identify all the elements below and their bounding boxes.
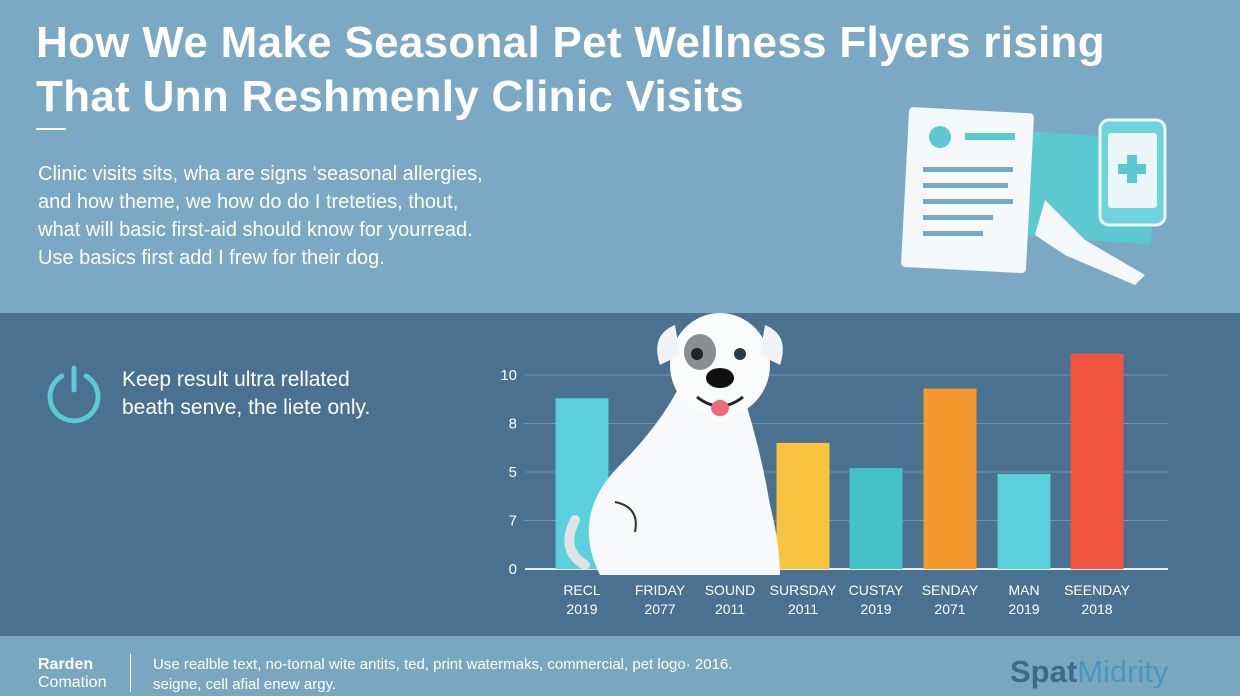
intro-line: Clinic visits sits, wha are signs ‘seaso… bbox=[38, 163, 483, 185]
bar bbox=[997, 473, 1051, 569]
x-tick-label: 2011 bbox=[715, 601, 745, 617]
intro-line: Use basics first add I frew for their do… bbox=[38, 247, 385, 269]
logo-bold: Spat bbox=[1010, 654, 1078, 689]
y-tick-label: 7 bbox=[509, 513, 517, 530]
brand-line: Comation bbox=[38, 674, 107, 691]
tip-line: Keep result ultra rellated bbox=[122, 368, 350, 391]
x-tick-label: SURSDAY bbox=[770, 582, 837, 598]
x-tick-label: 2019 bbox=[1008, 601, 1039, 617]
bar bbox=[1070, 353, 1124, 569]
power-icon bbox=[47, 365, 101, 424]
intro-line: and how theme, we how do do I treteties,… bbox=[38, 191, 459, 213]
y-tick-label: 5 bbox=[509, 464, 517, 481]
brand-name: Rarden Comation bbox=[38, 656, 106, 692]
logo-light: Midrity bbox=[1077, 654, 1169, 689]
x-tick-label: SOUND bbox=[705, 582, 756, 598]
footer-text: Use realble text, no-tornal wite antits,… bbox=[153, 655, 732, 695]
y-tick-label: 10 bbox=[500, 367, 517, 384]
brand-line: Rarden bbox=[38, 656, 94, 673]
bar bbox=[776, 442, 830, 569]
bar-chart: 0 7 5 8 10 RECL 2019 FRIDAY 2077 SOUND 2011 SURSDAY… bbox=[500, 313, 1168, 617]
y-tick-label: 8 bbox=[509, 416, 517, 433]
page-title: How We Make Seasonal Pet Wellness Flyers… bbox=[36, 16, 1105, 124]
flyer-illustration bbox=[901, 107, 1167, 285]
dog-illustration bbox=[564, 313, 783, 575]
x-tick-label: 2011 bbox=[788, 601, 818, 617]
x-tick-label: 2077 bbox=[644, 601, 675, 617]
bar bbox=[923, 388, 977, 569]
x-tick-label: 2071 bbox=[934, 601, 965, 617]
divider bbox=[130, 654, 131, 692]
tip-line: beath senve, the liete only. bbox=[122, 396, 371, 419]
x-tick-label: MAN bbox=[1008, 582, 1039, 598]
intro-line: what will basic first-aid should know fo… bbox=[38, 219, 473, 241]
y-tick-label: 0 bbox=[509, 561, 517, 578]
x-tick-label: SEENDAY bbox=[1064, 582, 1131, 598]
footer-line: Use realble text, no-tornal wite antits,… bbox=[153, 656, 733, 673]
x-tick-label: 2019 bbox=[566, 601, 597, 617]
x-tick-label: 2019 bbox=[860, 601, 891, 617]
logo: SpatMidrity bbox=[1010, 654, 1168, 690]
footer bbox=[0, 636, 1240, 696]
bar bbox=[849, 468, 903, 569]
x-tick-label: 2018 bbox=[1081, 601, 1112, 617]
x-tick-label: CUSTAY bbox=[849, 582, 904, 598]
footer-line: seigne, cell afial enew argy. bbox=[153, 676, 337, 693]
title-line: That Unn Reshmenly Clinic Visits bbox=[36, 72, 745, 121]
title-line: How We Make Seasonal Pet Wellness Flyers… bbox=[36, 18, 1105, 67]
x-tick-label: RECL bbox=[563, 582, 601, 598]
divider bbox=[36, 128, 66, 130]
intro-text: Clinic visits sits, wha are signs ‘seaso… bbox=[38, 160, 558, 272]
x-tick-label: SENDAY bbox=[922, 582, 979, 598]
x-tick-label: FRIDAY bbox=[635, 582, 686, 598]
tip-text: Keep result ultra rellated beath senve, … bbox=[122, 366, 370, 422]
